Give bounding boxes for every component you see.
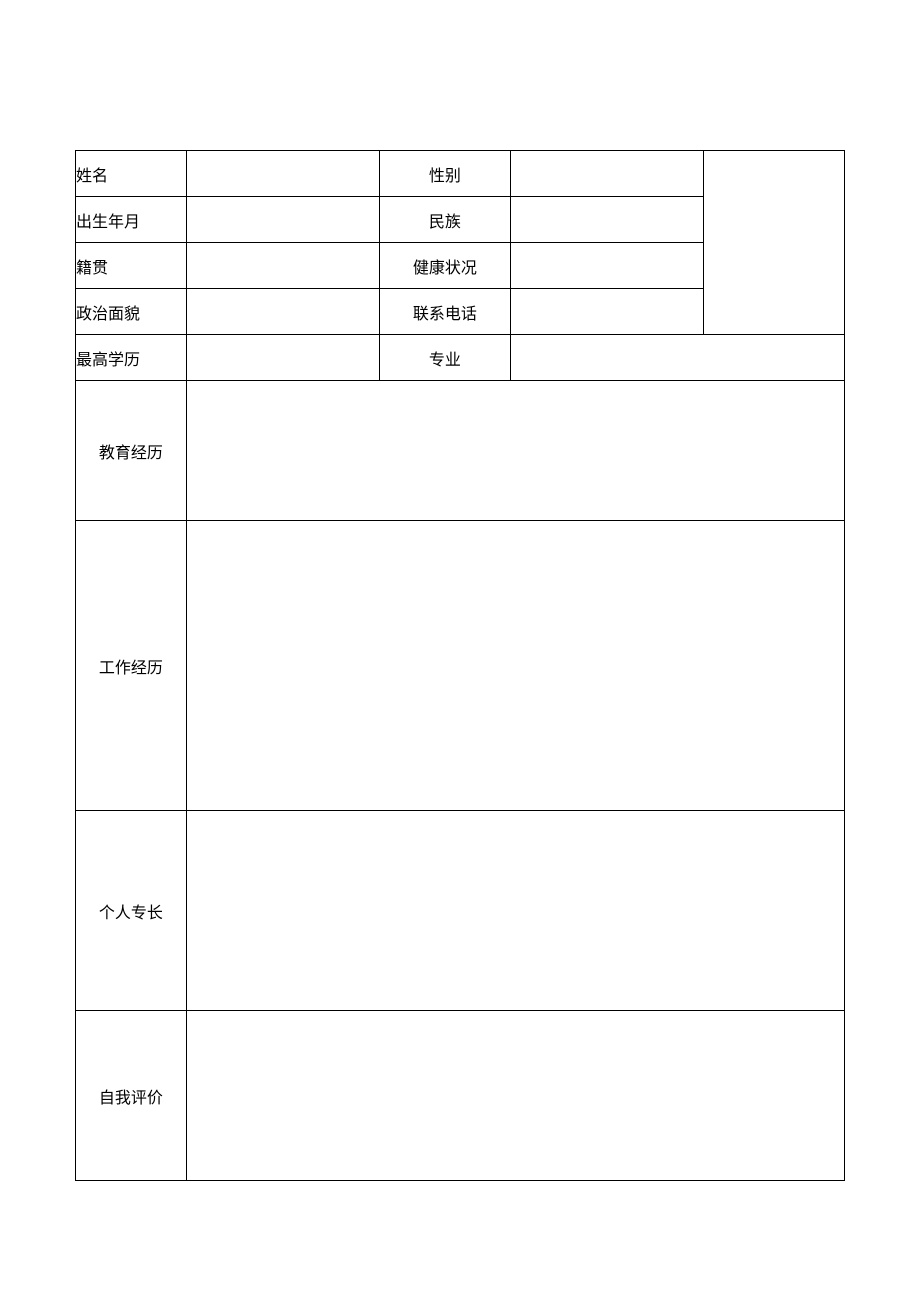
value-health xyxy=(510,243,703,289)
value-work-history xyxy=(186,521,844,811)
value-birth xyxy=(186,197,379,243)
label-native-place: 籍贯 xyxy=(76,243,187,289)
row-education: 最高学历 专业 xyxy=(76,335,845,381)
label-major: 专业 xyxy=(379,335,510,381)
value-phone xyxy=(510,289,703,335)
value-gender xyxy=(510,151,703,197)
label-phone: 联系电话 xyxy=(379,289,510,335)
row-work-history: 工作经历 xyxy=(76,521,845,811)
label-specialty: 个人专长 xyxy=(76,811,187,1011)
value-self-eval xyxy=(186,1011,844,1181)
value-political xyxy=(186,289,379,335)
label-work-history: 工作经历 xyxy=(76,521,187,811)
row-specialty: 个人专长 xyxy=(76,811,845,1011)
value-ethnicity xyxy=(510,197,703,243)
row-self-eval: 自我评价 xyxy=(76,1011,845,1181)
value-major xyxy=(510,335,844,381)
label-self-eval: 自我评价 xyxy=(76,1011,187,1181)
label-political: 政治面貌 xyxy=(76,289,187,335)
photo-cell xyxy=(704,151,845,335)
label-gender: 性别 xyxy=(379,151,510,197)
value-education xyxy=(186,335,379,381)
label-birth: 出生年月 xyxy=(76,197,187,243)
value-specialty xyxy=(186,811,844,1011)
label-edu-history: 教育经历 xyxy=(76,381,187,521)
label-ethnicity: 民族 xyxy=(379,197,510,243)
value-edu-history xyxy=(186,381,844,521)
label-education: 最高学历 xyxy=(76,335,187,381)
label-health: 健康状况 xyxy=(379,243,510,289)
row-edu-history: 教育经历 xyxy=(76,381,845,521)
row-name: 姓名 性别 xyxy=(76,151,845,197)
label-name: 姓名 xyxy=(76,151,187,197)
value-name xyxy=(186,151,379,197)
value-native-place xyxy=(186,243,379,289)
resume-form-table: 姓名 性别 出生年月 民族 籍贯 健康状况 政治面貌 联系电话 最高学历 专业 … xyxy=(75,150,845,1181)
